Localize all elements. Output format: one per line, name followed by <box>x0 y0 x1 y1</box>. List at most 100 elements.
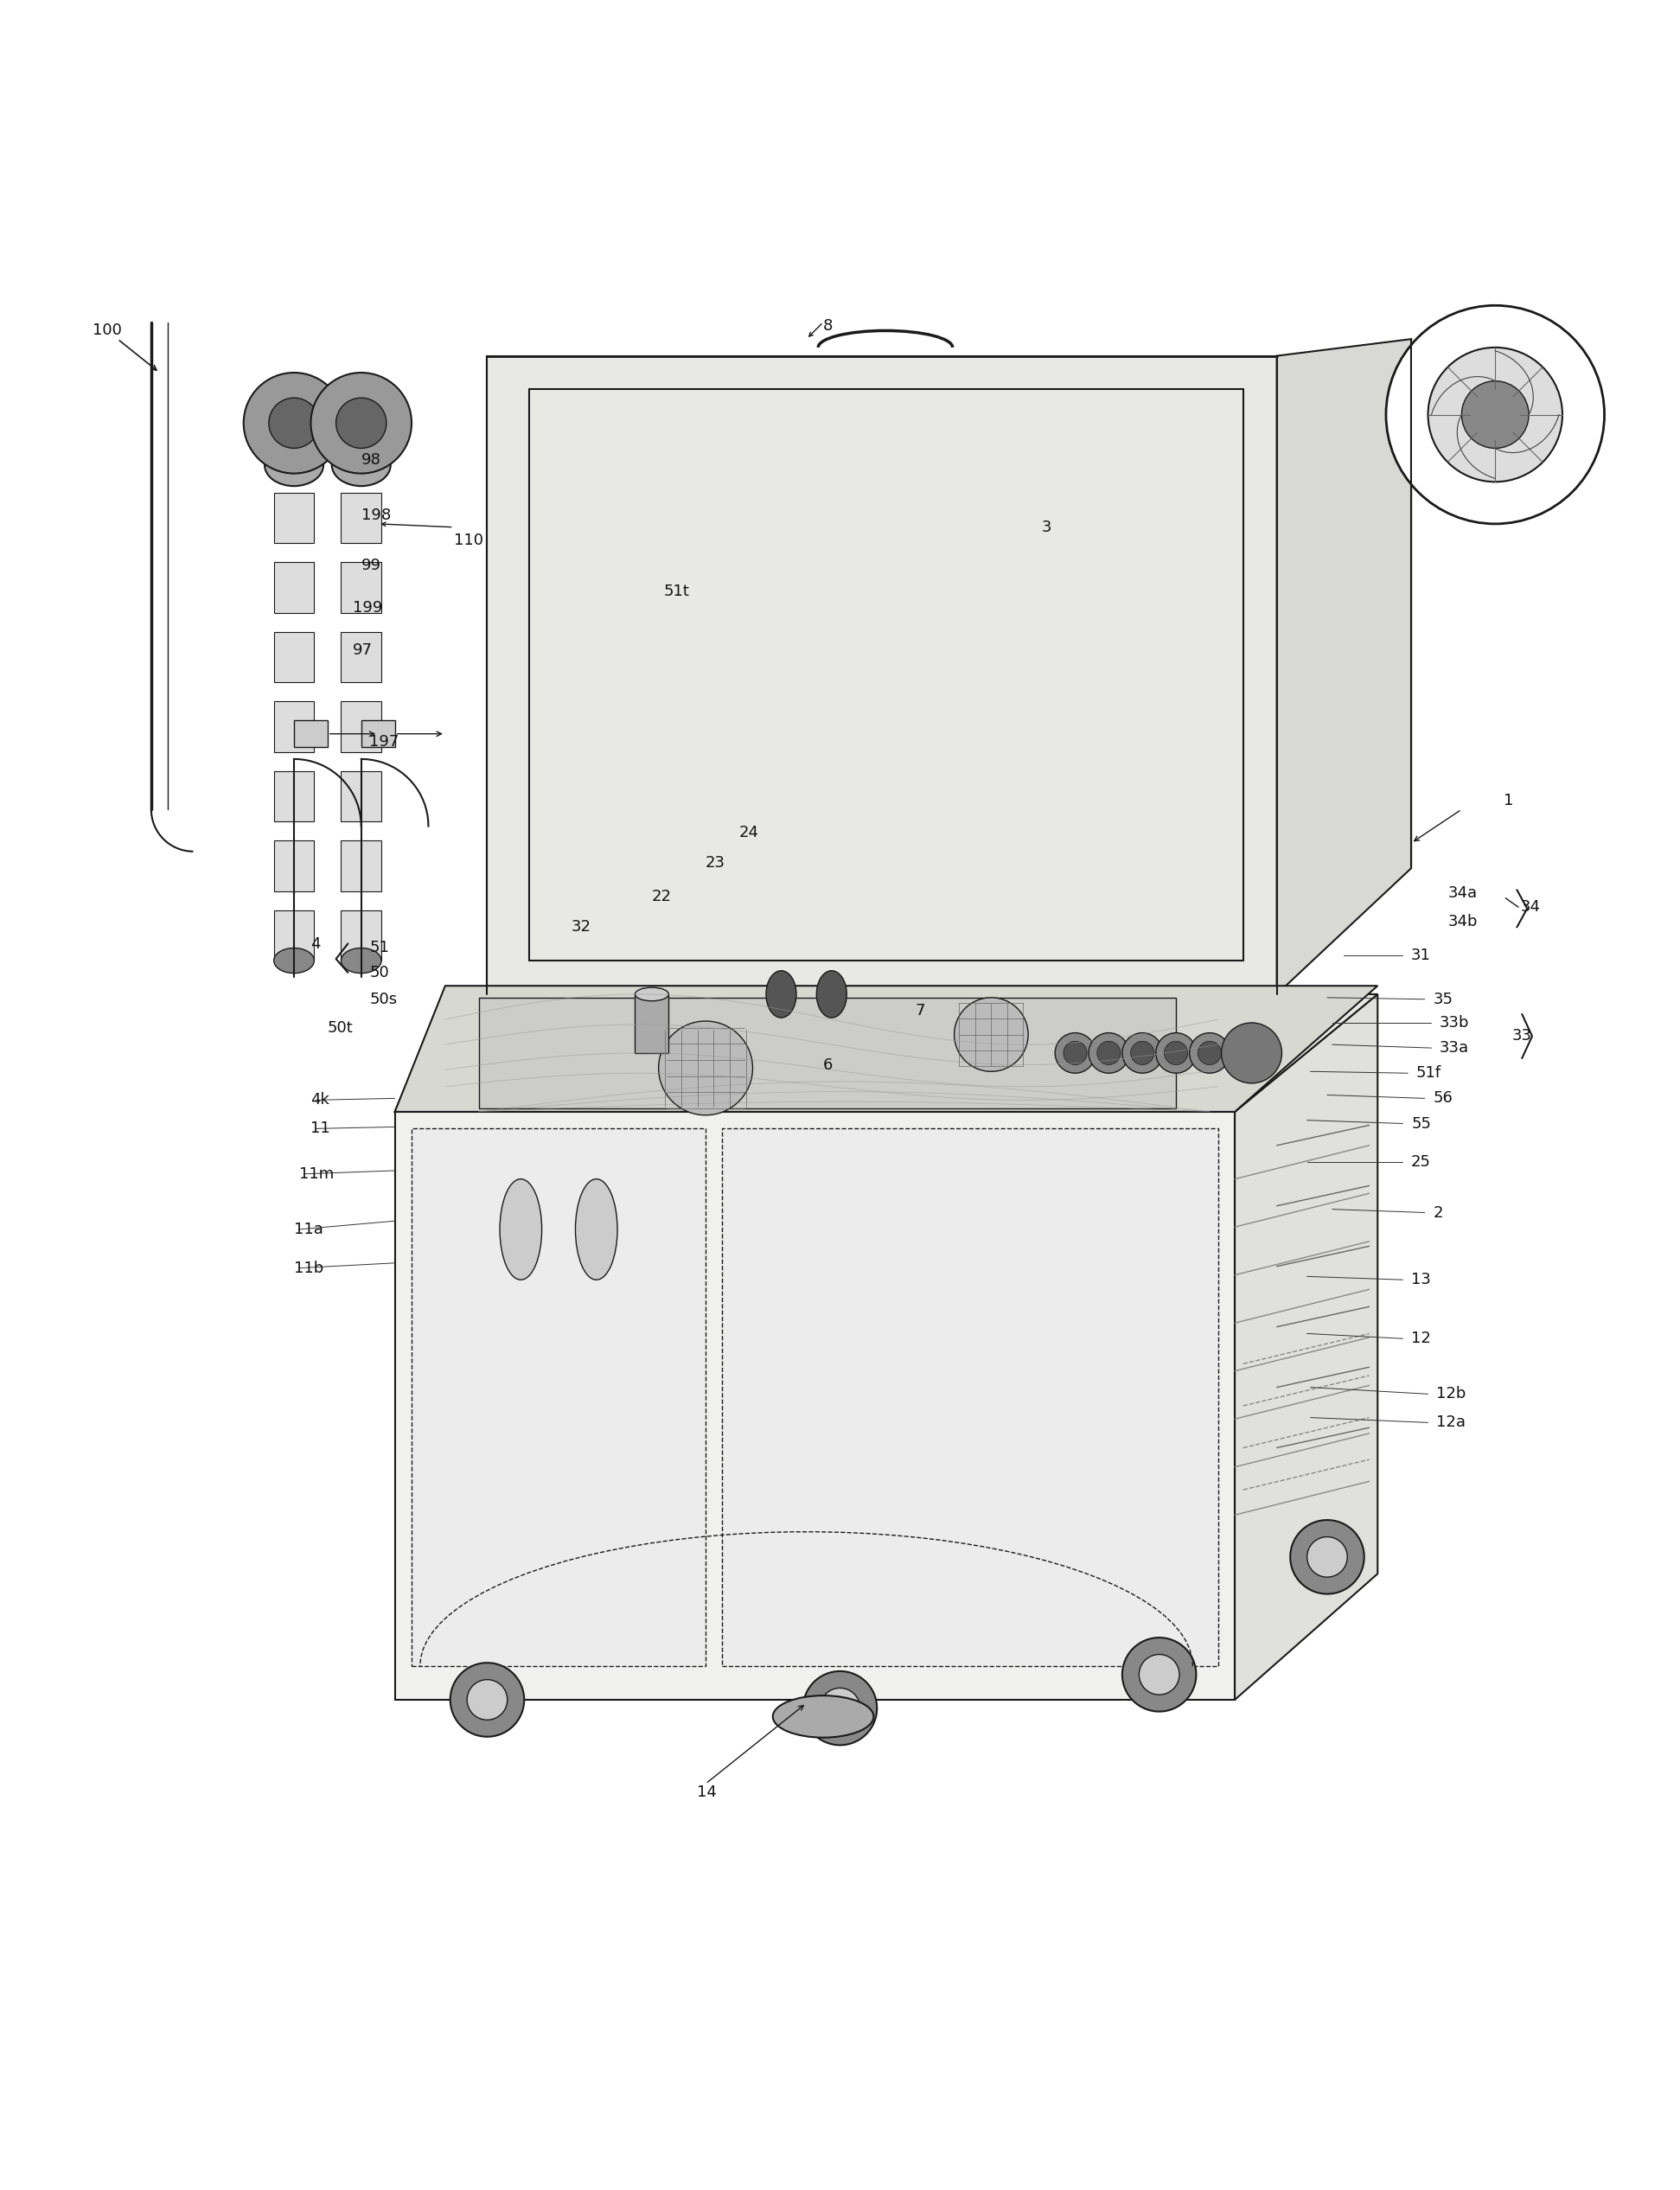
Circle shape <box>1386 304 1604 523</box>
Circle shape <box>954 999 1028 1071</box>
Circle shape <box>1164 1040 1188 1064</box>
Circle shape <box>1290 1520 1364 1594</box>
Text: 12: 12 <box>1411 1332 1431 1347</box>
Circle shape <box>467 1680 507 1719</box>
Ellipse shape <box>331 445 390 486</box>
Text: 12b: 12b <box>1436 1386 1467 1402</box>
Bar <box>341 633 381 683</box>
Polygon shape <box>487 355 1277 994</box>
Text: 198: 198 <box>361 508 391 523</box>
Bar <box>341 563 381 613</box>
Text: 13: 13 <box>1411 1272 1431 1288</box>
Circle shape <box>1307 1537 1347 1577</box>
Text: 51f: 51f <box>1416 1064 1441 1082</box>
Bar <box>635 994 669 1053</box>
Text: 99: 99 <box>361 558 381 574</box>
Text: 34b: 34b <box>1448 913 1478 931</box>
Text: 97: 97 <box>353 642 373 657</box>
Text: 22: 22 <box>652 889 672 904</box>
Circle shape <box>1063 1040 1087 1064</box>
Circle shape <box>1428 348 1562 482</box>
Text: 4k: 4k <box>311 1093 329 1108</box>
Circle shape <box>1189 1034 1230 1073</box>
Polygon shape <box>395 994 1378 1113</box>
Circle shape <box>311 372 412 473</box>
Text: 33a: 33a <box>1440 1040 1470 1056</box>
Bar <box>274 423 314 473</box>
Text: 11b: 11b <box>294 1259 324 1277</box>
Text: 1: 1 <box>1504 793 1514 808</box>
Text: 33: 33 <box>1512 1029 1532 1045</box>
Text: 51: 51 <box>370 940 390 955</box>
Circle shape <box>1097 1040 1121 1064</box>
Ellipse shape <box>501 1178 541 1279</box>
Bar <box>274 911 314 961</box>
Text: 2: 2 <box>1433 1204 1443 1220</box>
Ellipse shape <box>773 1695 874 1737</box>
Text: 199: 199 <box>353 600 383 615</box>
Text: 33b: 33b <box>1440 1014 1470 1031</box>
Polygon shape <box>412 1128 706 1667</box>
Polygon shape <box>395 1113 1235 1699</box>
Circle shape <box>1462 381 1529 449</box>
Circle shape <box>820 1688 860 1728</box>
Text: 6: 6 <box>823 1058 833 1073</box>
Text: 98: 98 <box>361 451 381 469</box>
Ellipse shape <box>816 970 847 1018</box>
Circle shape <box>1055 1034 1095 1073</box>
Circle shape <box>1089 1034 1129 1073</box>
Text: 12a: 12a <box>1436 1415 1465 1430</box>
Circle shape <box>1122 1638 1196 1713</box>
Bar <box>341 701 381 751</box>
Circle shape <box>1139 1653 1179 1695</box>
Text: 8: 8 <box>823 318 833 333</box>
Text: 32: 32 <box>571 920 591 935</box>
Circle shape <box>1198 1040 1221 1064</box>
Ellipse shape <box>635 988 669 1001</box>
Polygon shape <box>1235 994 1378 1699</box>
Bar <box>274 841 314 891</box>
Text: 50: 50 <box>370 964 390 981</box>
Circle shape <box>1131 1040 1154 1064</box>
Bar <box>341 423 381 473</box>
Text: 100: 100 <box>92 322 121 339</box>
Polygon shape <box>1277 339 1411 994</box>
Text: 34: 34 <box>1520 900 1541 915</box>
Text: 11m: 11m <box>299 1165 334 1183</box>
Bar <box>274 701 314 751</box>
Text: 56: 56 <box>1433 1091 1453 1106</box>
Bar <box>341 771 381 821</box>
Text: 25: 25 <box>1411 1154 1431 1169</box>
Text: 14: 14 <box>697 1785 717 1800</box>
Circle shape <box>336 399 386 449</box>
Text: 3: 3 <box>1042 519 1052 534</box>
Text: 24: 24 <box>739 826 759 841</box>
Text: 4: 4 <box>311 935 321 953</box>
Text: 50t: 50t <box>328 1021 353 1036</box>
Circle shape <box>659 1021 753 1115</box>
Ellipse shape <box>341 948 381 972</box>
Text: 31: 31 <box>1411 948 1431 964</box>
Bar <box>341 841 381 891</box>
Text: 34a: 34a <box>1448 885 1478 902</box>
Ellipse shape <box>766 970 796 1018</box>
Bar <box>274 563 314 613</box>
Circle shape <box>1122 1034 1163 1073</box>
Circle shape <box>803 1671 877 1745</box>
Bar <box>274 493 314 543</box>
Ellipse shape <box>274 948 314 972</box>
Polygon shape <box>722 1128 1218 1667</box>
Text: 197: 197 <box>370 734 400 749</box>
Text: 7: 7 <box>916 1003 926 1018</box>
Text: 51t: 51t <box>664 583 689 598</box>
Text: 55: 55 <box>1411 1115 1431 1132</box>
Polygon shape <box>395 986 1378 1113</box>
Bar <box>361 721 395 747</box>
Ellipse shape <box>575 1178 618 1279</box>
Circle shape <box>1221 1023 1282 1084</box>
Bar <box>341 911 381 961</box>
Bar <box>341 493 381 543</box>
Polygon shape <box>479 999 1176 1108</box>
Text: 35: 35 <box>1433 992 1453 1007</box>
Circle shape <box>269 399 319 449</box>
